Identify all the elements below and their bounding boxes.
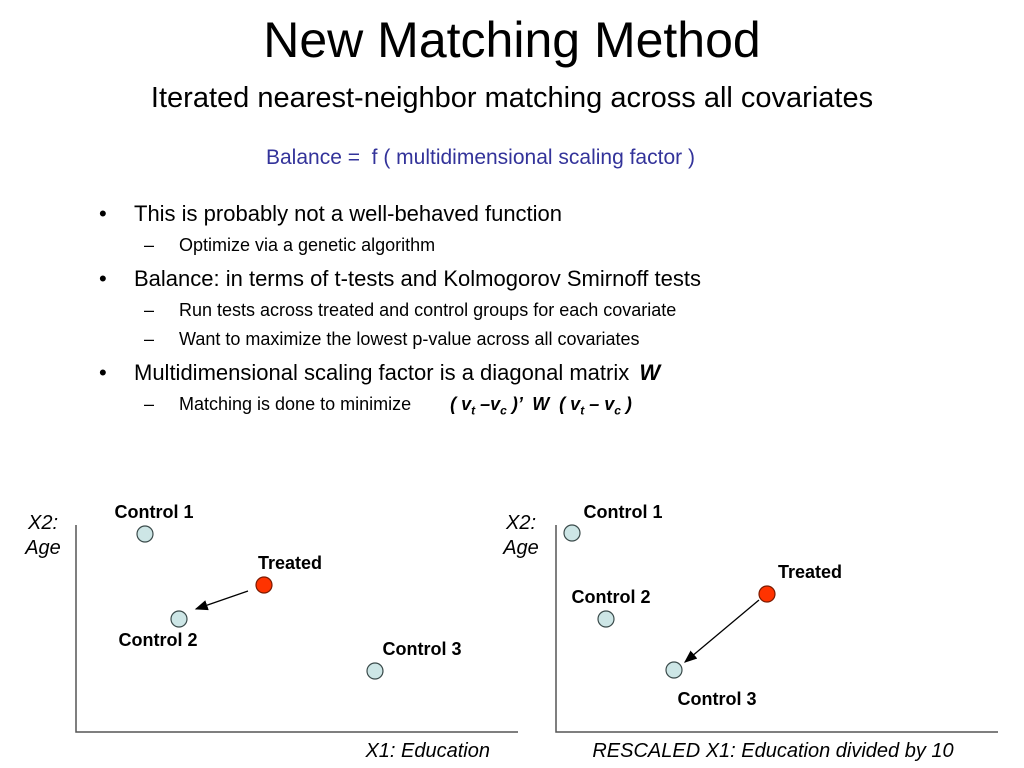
bullet-text: Balance: in terms of t-tests and Kolmogo… — [134, 266, 701, 291]
bullet-item: • This is probably not a well-behaved fu… — [96, 199, 976, 229]
bullet-text: This is probably not a well-behaved func… — [134, 201, 563, 226]
y-axis-label-line2: Age — [24, 537, 61, 559]
sub-bullet-marker: – — [144, 329, 155, 349]
sub-bullet-text: Matching is done to minimize — [179, 394, 412, 414]
matrix-w-symbol: W — [639, 360, 661, 385]
sub-bullet-item: – Want to maximize the lowest p-value ac… — [96, 326, 976, 352]
bullet-item: • Balance: in terms of t-tests and Kolmo… — [96, 264, 976, 294]
point-label-control-3: Control 3 — [678, 689, 757, 709]
sub-bullet-text: Want to maximize the lowest p-value acro… — [179, 329, 640, 349]
bullet-marker: • — [99, 201, 107, 226]
sub-bullet-marker: – — [144, 300, 155, 320]
point-label-control-1: Control 1 — [115, 502, 194, 522]
match-arrow — [194, 590, 249, 611]
control-point — [170, 610, 188, 628]
sub-bullet-text: Optimize via a genetic algorithm — [179, 235, 436, 255]
match-arrow — [684, 599, 760, 663]
point-label-treated: Treated — [258, 553, 322, 573]
axes — [75, 525, 518, 733]
point-label-control-3: Control 3 — [383, 639, 462, 659]
control-point — [366, 662, 384, 680]
treated-point — [758, 585, 776, 603]
balance-formula: Balance = f ( multidimensional scaling f… — [266, 146, 695, 169]
treated-point — [255, 576, 273, 594]
control-point — [563, 524, 581, 542]
bullet-marker: • — [99, 266, 107, 291]
slide-title: New Matching Method — [263, 12, 761, 68]
sub-bullet-marker: – — [144, 235, 155, 255]
y-axis-label-line2: Age — [502, 537, 539, 559]
control-point — [665, 661, 683, 679]
point-label-control-1: Control 1 — [584, 502, 663, 522]
point-label-control-2: Control 2 — [572, 587, 651, 607]
control-point — [597, 610, 615, 628]
sub-bullet-item: – Run tests across treated and control g… — [96, 297, 976, 323]
sub-bullet-item: – Matching is done to minimize ( vt –vc … — [96, 391, 976, 424]
bullet-text: Multidimensional scaling factor is a dia… — [134, 360, 630, 385]
sub-bullet-marker: – — [144, 394, 155, 414]
bullet-list: • This is probably not a well-behaved fu… — [96, 193, 976, 424]
sub-bullet-text: Run tests across treated and control gro… — [179, 300, 677, 320]
x-axis-label: X1: Education — [364, 740, 490, 762]
x-axis-label: RESCALED X1: Education divided by 10 — [592, 740, 953, 762]
rescaled-plot: X2: Age RESCALED X1: Education divided b… — [502, 502, 998, 762]
control-point — [136, 525, 154, 543]
bullet-marker: • — [99, 360, 107, 385]
sub-bullet-item: – Optimize via a genetic algorithm — [96, 232, 976, 258]
point-label-control-2: Control 2 — [119, 630, 198, 650]
matching-diagrams: X2: Age X1: Education Control 1 Treated … — [24, 502, 998, 762]
point-label-treated: Treated — [778, 562, 842, 582]
axes — [555, 525, 998, 733]
original-scale-plot: X2: Age X1: Education Control 1 Treated … — [24, 502, 518, 762]
distance-expression: ( vt –vc )’ W ( vt – vc ) — [450, 394, 632, 418]
slide-subtitle: Iterated nearest-neighbor matching acros… — [150, 82, 874, 114]
bullet-item: • Multidimensional scaling factor is a d… — [96, 358, 976, 388]
y-axis-label-line1: X2: — [27, 512, 58, 534]
y-axis-label-line1: X2: — [505, 512, 536, 534]
